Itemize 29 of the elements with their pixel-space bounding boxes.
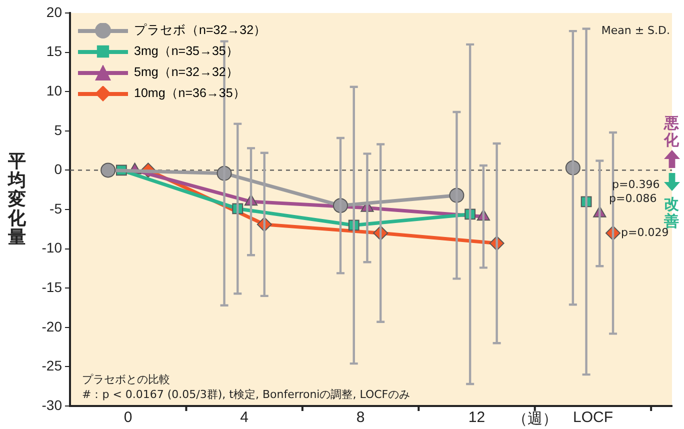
annotation: プラセボとの比較 [82,372,170,387]
annotation: 改善 [664,195,680,230]
y-tick-label: -20 [42,318,62,334]
y-tick-label: 15 [46,43,62,60]
y-tick-label: -30 [42,396,62,413]
x-tick-label: 4 [240,409,248,426]
legend-label: 3mg（n=35→35） [134,43,239,60]
annotation: p=0.396 [612,178,660,191]
y-tick-label: -5 [50,200,62,216]
y-tick-label: 0 [54,161,62,178]
legend-label: 10mg（n=36→35） [134,85,246,102]
x-tick-label: 8 [356,409,365,426]
y-tick-label: 5 [54,122,62,138]
legend-label: 5mg（n=32→32） [134,64,239,81]
annotation: #：p < 0.0167 (0.05/3群), t検定, Bonferroniの調整, LOCFのみ [82,387,410,402]
annotation: Mean ± S.D. [601,24,670,37]
x-axis-title: （週） [512,409,558,428]
x-tick-label: LOCF [572,409,613,426]
y-tick-label: 10 [46,82,62,98]
legend-label: プラセボ（n=32→32） [134,22,267,39]
annotation: p=0.086 [609,192,657,205]
y-tick-label: -10 [42,240,62,256]
x-tick-label: 12 [468,409,486,426]
y-tick-label: 20 [46,4,62,20]
y-tick-label: -15 [42,278,62,295]
y-tick-label: -25 [42,358,62,374]
x-tick-label: 0 [124,409,132,426]
annotation: 悪化 [664,114,680,149]
y-axis-title: 平均変化量 [8,151,27,248]
